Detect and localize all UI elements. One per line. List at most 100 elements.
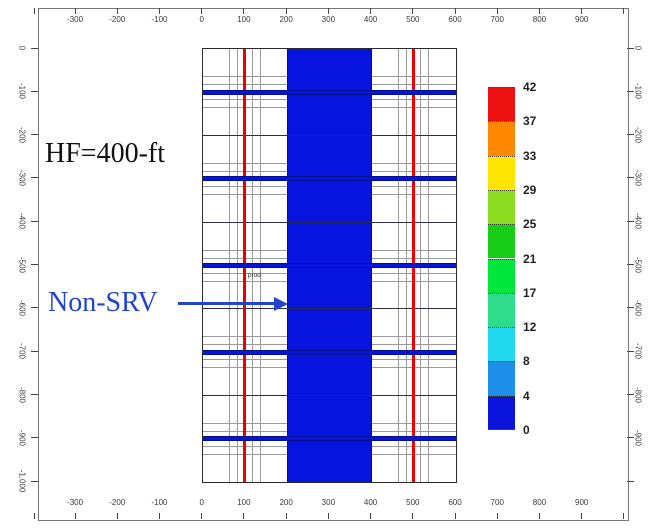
hydraulic-fracture-line [202, 263, 456, 269]
x-axis-tick-bottom [581, 513, 583, 519]
x-axis-tick-bottom [158, 513, 160, 519]
y-axis-tick-label-left: -700 [17, 343, 27, 360]
colorbar-tick-label: 8 [523, 354, 530, 369]
y-axis-tick-right [627, 90, 634, 92]
x-axis-tick-label-top: 200 [279, 15, 293, 24]
colorbar-segment [488, 121, 515, 156]
x-axis-tick-label-top: 700 [490, 15, 504, 24]
y-axis-tick-left [31, 134, 38, 136]
x-axis-tick-label-bottom: 500 [406, 498, 420, 507]
y-axis-tick-left [31, 307, 38, 309]
y-axis-tick-label-left: -600 [17, 299, 27, 316]
x-axis-tick-label-bottom: -300 [67, 498, 84, 507]
x-axis-tick-top [116, 8, 118, 14]
colorbar-segment [488, 292, 515, 328]
x-axis-tick-label-bottom: 400 [363, 498, 378, 507]
y-axis-tick-label-left: -900 [17, 429, 27, 446]
x-axis-tick-label-bottom: -100 [151, 498, 168, 507]
y-axis-tick-label-left: -400 [17, 213, 27, 230]
y-axis-tick-right [627, 220, 634, 222]
x-axis-tick-top [412, 8, 414, 14]
colorbar-segment [488, 327, 515, 362]
x-axis-tick-bottom [201, 513, 203, 519]
y-axis-tick-label-left: -300 [17, 169, 27, 186]
x-axis-tick-label-top: -300 [67, 15, 84, 24]
colorbar-segment [488, 224, 515, 259]
non-srv-arrow [178, 302, 275, 305]
colorbar-segment [488, 189, 515, 225]
x-axis-tick-label-bottom: 600 [448, 498, 462, 507]
y-axis-tick-left [31, 177, 38, 179]
x-axis-tick-bottom [370, 513, 372, 519]
colorbar-segment [488, 87, 515, 122]
hydraulic-fracture-line [202, 176, 456, 182]
colorbar-tick-label: 33 [523, 148, 537, 163]
y-axis-tick-left [31, 480, 38, 482]
y-axis-tick-label-right: -200 [633, 126, 643, 143]
x-axis-tick-top [158, 8, 160, 14]
y-axis-tick-left [31, 264, 38, 266]
y-axis-tick-label-left: -800 [17, 386, 27, 403]
y-axis-tick-label-left: -1,000 [17, 469, 27, 493]
x-axis-tick-bottom [285, 513, 287, 519]
x-axis-tick-bottom [116, 513, 118, 519]
grid-block-boundary-line [202, 221, 456, 223]
x-axis-tick-bottom [454, 513, 456, 519]
colorbar-segment [488, 155, 515, 190]
x-axis-tick-label-top: -200 [109, 15, 126, 24]
y-axis-tick-left [31, 350, 38, 352]
hydraulic-fracture-line [202, 436, 456, 442]
colorbar-tick-label: 25 [523, 217, 537, 232]
x-axis-tick-bottom [327, 513, 329, 519]
y-axis-tick-label-right: -300 [633, 169, 643, 186]
x-axis-tick-bottom [33, 513, 35, 519]
y-axis-tick-right [627, 307, 634, 309]
y-axis-tick-left [31, 437, 38, 439]
non-srv-annotation: Non-SRV [48, 287, 158, 318]
y-axis-tick-left [31, 90, 38, 92]
x-axis-tick-label-bottom: 700 [490, 498, 504, 507]
y-axis-tick-right [627, 47, 634, 49]
y-axis-tick-label-right: -500 [633, 256, 643, 273]
x-axis-tick-top [33, 8, 35, 14]
x-axis-tick-top [538, 8, 540, 14]
hf-spacing-annotation: HF=400-ft [45, 138, 166, 169]
y-axis-tick-label-right: -700 [633, 343, 643, 360]
x-axis-tick-label-top: 500 [406, 15, 420, 24]
x-axis-tick-top [370, 8, 372, 14]
x-axis-tick-bottom [623, 513, 625, 519]
x-axis-tick-label-bottom: 300 [321, 498, 336, 507]
grid-block-boundary-line [202, 395, 456, 397]
well-name-label: prod [247, 272, 261, 280]
colorbar-tick-label: 4 [523, 388, 530, 403]
plot-area: prod [201, 48, 457, 484]
y-axis-tick-right [627, 437, 634, 439]
colorbar-tick-label: 0 [523, 423, 530, 437]
colorbar-legend [488, 87, 515, 430]
y-axis-tick-right [627, 177, 634, 179]
y-axis-tick-label-right: 0 [633, 45, 643, 51]
x-axis-tick-label-bottom: 800 [532, 498, 547, 507]
x-axis-tick-label-top: -100 [151, 15, 168, 24]
x-axis-tick-label-top: 900 [574, 15, 589, 24]
y-axis-tick-label-left: 0 [17, 45, 27, 51]
grid-block-boundary-line [202, 135, 456, 137]
x-axis-tick-label-top: 600 [448, 15, 462, 24]
y-axis-tick-label-right: -400 [633, 213, 643, 230]
y-axis-tick-right [627, 264, 634, 266]
colorbar-segment [488, 361, 515, 396]
x-axis-tick-top [581, 8, 583, 14]
y-axis-tick-left [31, 220, 38, 222]
non-srv-arrowhead-icon [274, 296, 288, 311]
x-axis-tick-label-bottom: 200 [279, 498, 293, 507]
y-axis-tick-label-right: -900 [633, 429, 643, 446]
x-axis-tick-bottom [243, 513, 245, 519]
x-axis-tick-bottom [538, 513, 540, 519]
x-axis-tick-top [496, 8, 498, 14]
x-axis-tick-bottom [74, 513, 76, 519]
x-axis-tick-top [243, 8, 245, 14]
x-axis-tick-label-bottom: 100 [237, 498, 251, 507]
y-axis-tick-label-right: -600 [633, 299, 643, 316]
x-axis-tick-top [74, 8, 76, 14]
